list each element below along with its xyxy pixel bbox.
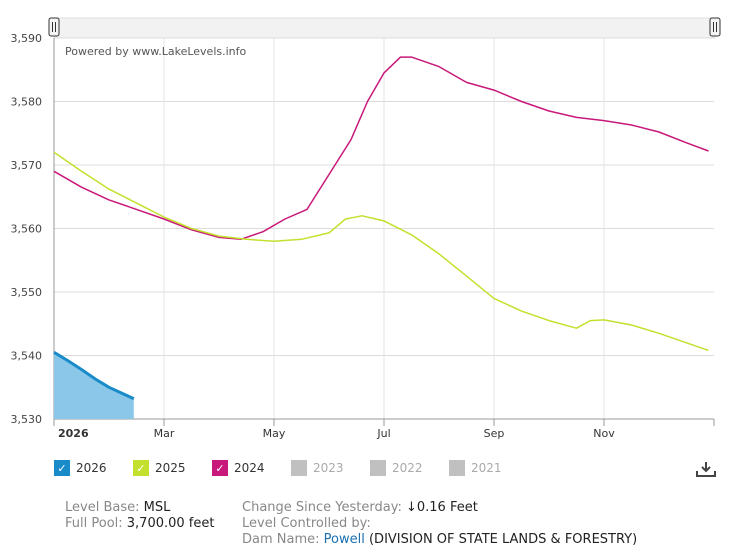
gridlines xyxy=(54,37,714,420)
navigator-left-handle[interactable] xyxy=(48,17,60,37)
y-tick-label: 3,590 xyxy=(11,32,43,45)
full-pool-value: 3,700.00 feet xyxy=(126,516,215,531)
legend-label: 2023 xyxy=(313,461,344,475)
series-area-2026 xyxy=(54,352,134,419)
x-tick-label: Nov xyxy=(593,427,615,440)
checkbox-unchecked-icon[interactable] xyxy=(449,460,465,476)
legend-item-2021[interactable]: 2021 xyxy=(449,460,502,476)
navigator-bar[interactable] xyxy=(53,17,716,39)
y-tick-label: 3,580 xyxy=(11,96,43,109)
dam-link[interactable]: Powell xyxy=(323,532,365,547)
legend-item-2022[interactable]: 2022 xyxy=(370,460,423,476)
download-icon[interactable] xyxy=(696,460,716,478)
legend: ✓ 2026 ✓ 2025 ✓ 2024 2023 2022 2021 xyxy=(54,460,534,482)
full-pool-label: Full Pool: xyxy=(65,516,123,531)
legend-label: 2021 xyxy=(471,461,502,475)
x-tick-label: Mar xyxy=(154,427,175,440)
series-group xyxy=(53,56,709,419)
series-line-2025 xyxy=(53,151,709,352)
x-tick-label: Sep xyxy=(484,427,505,440)
y-tick-label: 3,540 xyxy=(11,350,43,363)
y-tick-label: 3,550 xyxy=(11,286,43,299)
series-line-2024 xyxy=(53,56,709,241)
checkbox-unchecked-icon[interactable] xyxy=(370,460,386,476)
legend-item-2026[interactable]: ✓ 2026 xyxy=(54,460,107,476)
legend-item-2023[interactable]: 2023 xyxy=(291,460,344,476)
legend-label: 2026 xyxy=(76,461,107,475)
checkbox-checked-icon[interactable]: ✓ xyxy=(212,460,228,476)
y-tick-label: 3,560 xyxy=(11,223,43,236)
y-tick-label: 3,570 xyxy=(11,159,43,172)
checkbox-checked-icon[interactable]: ✓ xyxy=(54,460,70,476)
y-tick-label: 3,530 xyxy=(11,413,43,426)
checkbox-unchecked-icon[interactable] xyxy=(291,460,307,476)
controlled-label: Level Controlled by: xyxy=(242,516,371,531)
legend-item-2024[interactable]: ✓ 2024 xyxy=(212,460,265,476)
level-base-row: Level Base: MSL xyxy=(65,499,170,516)
x-tick-label: 2026 xyxy=(58,427,89,440)
legend-label: 2022 xyxy=(392,461,423,475)
x-tick-label: Jul xyxy=(376,427,390,440)
lake-level-chart: 3,530 3,540 3,550 3,560 3,570 3,580 3,590 2026… xyxy=(11,17,721,440)
series-line-2026 xyxy=(53,351,135,401)
legend-item-2025[interactable]: ✓ 2025 xyxy=(133,460,186,476)
legend-label: 2024 xyxy=(234,461,265,475)
dam-row: Dam Name: Powell (DIVISION OF STATE LAND… xyxy=(242,531,637,548)
controlled-row: Level Controlled by: xyxy=(242,515,371,532)
full-pool-row: Full Pool: 3,700.00 feet xyxy=(65,515,214,532)
y-axis: 3,530 3,540 3,550 3,560 3,570 3,580 3,590 xyxy=(11,32,55,426)
change-value: ↓0.16 Feet xyxy=(405,500,478,515)
dam-agency: (DIVISION OF STATE LANDS & FORESTRY) xyxy=(368,532,638,547)
change-row: Change Since Yesterday: ↓0.16 Feet xyxy=(242,499,478,516)
navigator-right-handle[interactable] xyxy=(709,17,721,37)
level-base-value: MSL xyxy=(143,500,171,515)
watermark-text: Powered by www.LakeLevels.info xyxy=(65,45,247,58)
x-tick-label: May xyxy=(263,427,286,440)
dam-label: Dam Name: xyxy=(242,532,320,547)
x-axis: 2026 Mar May Jul Sep Nov xyxy=(53,418,715,440)
legend-label: 2025 xyxy=(155,461,186,475)
checkbox-checked-icon[interactable]: ✓ xyxy=(133,460,149,476)
level-base-label: Level Base: xyxy=(65,500,140,515)
change-label: Change Since Yesterday: xyxy=(242,500,402,515)
